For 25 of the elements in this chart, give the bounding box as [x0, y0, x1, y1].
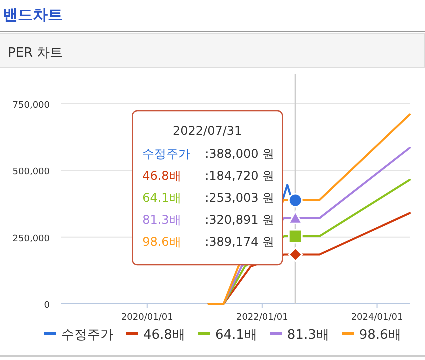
legend-label: 81.3배 — [287, 328, 330, 343]
annotation: :253,003 원 — [205, 191, 275, 205]
annotation: :320,891 원 — [205, 213, 275, 227]
x-tick-label: 2024/01/01 — [351, 313, 404, 323]
annotation: 81.3배 — [142, 213, 182, 227]
chart-subtitle: PER 차트 — [8, 46, 64, 61]
chart-title: 밴드차트 — [3, 6, 63, 24]
annotation: :389,174 원 — [205, 235, 275, 249]
annotation: :388,000 원 — [205, 147, 275, 161]
legend-label: 수정주가 — [62, 328, 114, 343]
y-tick-label: 500,000 — [12, 168, 50, 178]
legend-label: 64.1배 — [215, 328, 258, 343]
annotation: :184,720 원 — [205, 169, 275, 183]
annotation: 64.1배 — [142, 191, 182, 205]
annotation: 46.8배 — [142, 169, 182, 183]
x-tick-label: 2022/01/01 — [236, 313, 288, 323]
annotation: 98.6배 — [142, 235, 182, 249]
y-tick-label: 750,000 — [12, 101, 50, 111]
annotation: 수정주가 — [142, 147, 191, 161]
x-tick-label: 2020/01/01 — [121, 313, 174, 323]
legend-label: 46.8배 — [144, 328, 186, 343]
annotation: 2022/07/31 — [173, 124, 242, 138]
y-tick-label: 0 — [44, 301, 50, 311]
y-tick-label: 250,000 — [12, 234, 50, 244]
legend-label: 98.6배 — [359, 328, 402, 343]
